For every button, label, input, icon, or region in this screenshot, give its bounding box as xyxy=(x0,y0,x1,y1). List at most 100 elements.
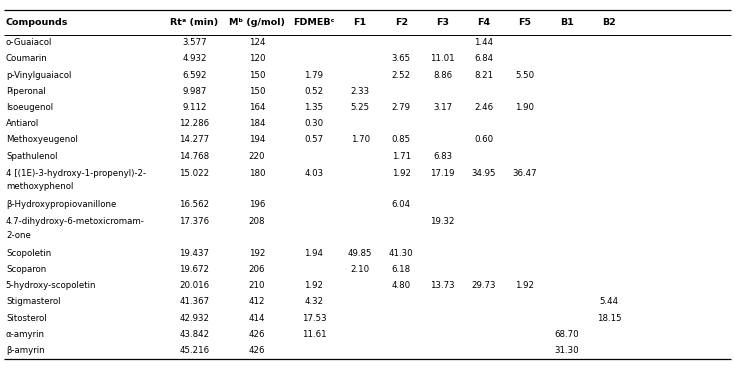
Text: Piperonal: Piperonal xyxy=(6,87,46,96)
Text: 426: 426 xyxy=(248,330,265,339)
Text: 6.18: 6.18 xyxy=(392,265,411,274)
Text: 17.53: 17.53 xyxy=(301,314,326,323)
Text: Scoparon: Scoparon xyxy=(6,265,46,274)
Text: 412: 412 xyxy=(248,297,265,307)
Text: 36.47: 36.47 xyxy=(512,169,537,178)
Text: F1: F1 xyxy=(354,18,367,27)
Text: 5-hydroxy-scopoletin: 5-hydroxy-scopoletin xyxy=(6,281,96,290)
Text: 196: 196 xyxy=(248,200,265,209)
Text: 5.50: 5.50 xyxy=(515,70,534,80)
Text: 17.19: 17.19 xyxy=(430,169,455,178)
Text: F2: F2 xyxy=(395,18,408,27)
Text: 1.44: 1.44 xyxy=(474,38,493,47)
Text: 4.03: 4.03 xyxy=(304,169,323,178)
Text: 1.94: 1.94 xyxy=(304,249,323,258)
Text: 150: 150 xyxy=(248,87,265,96)
Text: 3.65: 3.65 xyxy=(392,55,411,63)
Text: Methoxyeugenol: Methoxyeugenol xyxy=(6,135,78,144)
Text: 1.92: 1.92 xyxy=(304,281,323,290)
Text: 31.30: 31.30 xyxy=(554,346,579,355)
Text: 4 [(1E)-3-hydroxy-1-propenyl)-2-: 4 [(1E)-3-hydroxy-1-propenyl)-2- xyxy=(6,169,146,178)
Text: F3: F3 xyxy=(436,18,449,27)
Text: 208: 208 xyxy=(248,217,265,227)
Text: 8.86: 8.86 xyxy=(433,70,452,80)
Text: Spathulenol: Spathulenol xyxy=(6,152,57,161)
Text: 1.92: 1.92 xyxy=(515,281,534,290)
Text: 2-one: 2-one xyxy=(6,231,31,240)
Text: 184: 184 xyxy=(248,119,265,128)
Text: 220: 220 xyxy=(248,152,265,161)
Text: 164: 164 xyxy=(248,103,265,112)
Text: 49.85: 49.85 xyxy=(348,249,373,258)
Text: 210: 210 xyxy=(248,281,265,290)
Text: 14.768: 14.768 xyxy=(179,152,209,161)
Text: 68.70: 68.70 xyxy=(554,330,579,339)
Text: 4.7-dihydroxy-6-metoxicromam-: 4.7-dihydroxy-6-metoxicromam- xyxy=(6,217,145,227)
Text: 4.80: 4.80 xyxy=(392,281,411,290)
Text: 1.79: 1.79 xyxy=(304,70,323,80)
Text: B1: B1 xyxy=(560,18,573,27)
Text: 1.70: 1.70 xyxy=(351,135,370,144)
Text: 5.44: 5.44 xyxy=(600,297,619,307)
Text: 192: 192 xyxy=(248,249,265,258)
Text: 41.367: 41.367 xyxy=(179,297,209,307)
Text: 0.60: 0.60 xyxy=(474,135,493,144)
Text: 0.52: 0.52 xyxy=(304,87,323,96)
Text: 43.842: 43.842 xyxy=(179,330,209,339)
Text: 41.30: 41.30 xyxy=(389,249,414,258)
Text: 180: 180 xyxy=(248,169,265,178)
Text: 9.112: 9.112 xyxy=(182,103,207,112)
Text: Rtᵃ (min): Rtᵃ (min) xyxy=(171,18,218,27)
Text: 29.73: 29.73 xyxy=(471,281,496,290)
Text: B2: B2 xyxy=(603,18,616,27)
Text: 0.85: 0.85 xyxy=(392,135,411,144)
Text: 6.84: 6.84 xyxy=(474,55,493,63)
Text: FDMEBᶜ: FDMEBᶜ xyxy=(293,18,334,27)
Text: 4.32: 4.32 xyxy=(304,297,323,307)
Text: 2.52: 2.52 xyxy=(392,70,411,80)
Text: 0.30: 0.30 xyxy=(304,119,323,128)
Text: 14.277: 14.277 xyxy=(179,135,209,144)
Text: 194: 194 xyxy=(248,135,265,144)
Text: Mᵇ (g/mol): Mᵇ (g/mol) xyxy=(229,18,285,27)
Text: F5: F5 xyxy=(518,18,531,27)
Text: Stigmasterol: Stigmasterol xyxy=(6,297,60,307)
Text: 6.592: 6.592 xyxy=(182,70,207,80)
Text: 16.562: 16.562 xyxy=(179,200,209,209)
Text: 124: 124 xyxy=(248,38,265,47)
Text: 1.35: 1.35 xyxy=(304,103,323,112)
Text: 11.01: 11.01 xyxy=(430,55,455,63)
Text: Isoeugenol: Isoeugenol xyxy=(6,103,53,112)
Text: 4.932: 4.932 xyxy=(182,55,207,63)
Text: 45.216: 45.216 xyxy=(179,346,209,355)
Text: 34.95: 34.95 xyxy=(471,169,496,178)
Text: 3.17: 3.17 xyxy=(433,103,452,112)
Text: 426: 426 xyxy=(248,346,265,355)
Text: Sitosterol: Sitosterol xyxy=(6,314,46,323)
Text: p-Vinylguaiacol: p-Vinylguaiacol xyxy=(6,70,71,80)
Text: α-amyrin: α-amyrin xyxy=(6,330,45,339)
Text: o-Guaiacol: o-Guaiacol xyxy=(6,38,52,47)
Text: 2.10: 2.10 xyxy=(351,265,370,274)
Text: 13.73: 13.73 xyxy=(430,281,455,290)
Text: 12.286: 12.286 xyxy=(179,119,209,128)
Text: 42.932: 42.932 xyxy=(179,314,209,323)
Text: 18.15: 18.15 xyxy=(597,314,622,323)
Text: 5.25: 5.25 xyxy=(351,103,370,112)
Text: 2.33: 2.33 xyxy=(351,87,370,96)
Text: 6.83: 6.83 xyxy=(433,152,452,161)
Text: 120: 120 xyxy=(248,55,265,63)
Text: 11.61: 11.61 xyxy=(301,330,326,339)
Text: 19.437: 19.437 xyxy=(179,249,209,258)
Text: 17.376: 17.376 xyxy=(179,217,209,227)
Text: methoxyphenol: methoxyphenol xyxy=(6,182,74,192)
Text: 9.987: 9.987 xyxy=(182,87,207,96)
Text: 206: 206 xyxy=(248,265,265,274)
Text: Antiarol: Antiarol xyxy=(6,119,39,128)
Text: 1.71: 1.71 xyxy=(392,152,411,161)
Text: 3.577: 3.577 xyxy=(182,38,207,47)
Text: 2.46: 2.46 xyxy=(474,103,493,112)
Text: Compounds: Compounds xyxy=(6,18,68,27)
Text: 150: 150 xyxy=(248,70,265,80)
Text: F4: F4 xyxy=(477,18,490,27)
